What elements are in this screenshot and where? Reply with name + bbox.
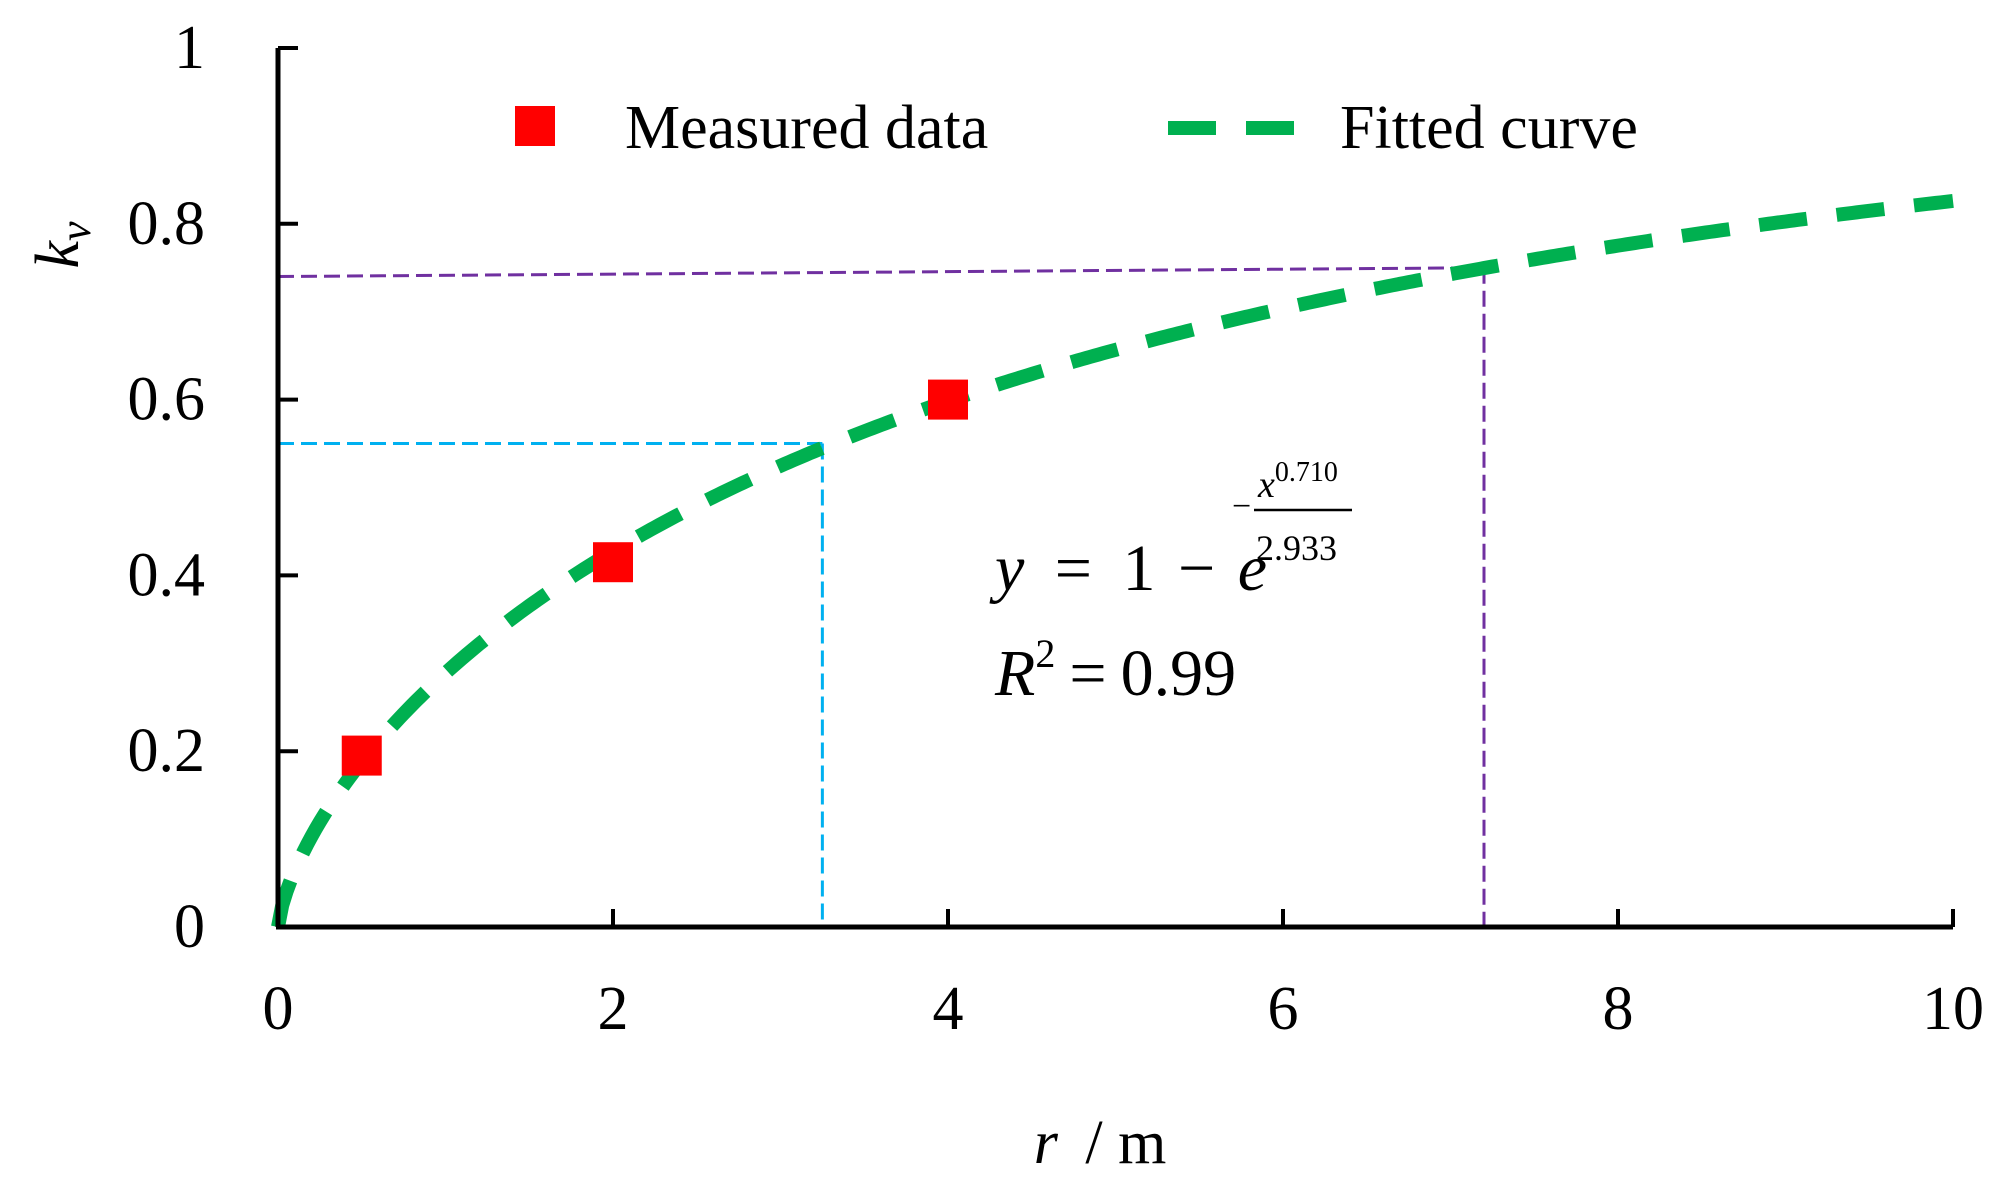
y-tick-label: 0.8 [128, 190, 206, 258]
x-tick-label: 8 [1603, 975, 1634, 1043]
x-tick-label: 4 [933, 975, 964, 1043]
fitted-curve [271, 194, 1954, 929]
x-tick-label: 6 [1268, 975, 1299, 1043]
eq-exp-denominator: 2.933 [1256, 528, 1337, 568]
y-tick-label: 0.6 [128, 366, 206, 434]
x-axis-var: r [1034, 1109, 1059, 1177]
eq-one: 1 [1123, 532, 1156, 605]
y-tick-label: 0 [174, 893, 205, 961]
eq-minus: − [1178, 532, 1215, 605]
y-tick-label: 0.2 [128, 717, 206, 785]
y-tick-label: 1 [174, 14, 205, 82]
measured-point [341, 735, 382, 776]
measured-point [593, 542, 633, 583]
legend: Measured data Fitted curve [515, 94, 1638, 162]
fitted-curve-layer [271, 194, 1954, 929]
reference-lines [277, 266, 1486, 927]
y-axis-sub: v [51, 221, 100, 241]
y-axis-title: kv [24, 221, 100, 269]
x-tick-label: 0 [263, 975, 294, 1043]
r2-var: R [994, 637, 1035, 710]
eq-e: e [1238, 532, 1267, 605]
eq-exp-pow: 0.710 [1275, 457, 1338, 488]
r2-equals: = [1069, 637, 1106, 710]
x-ticks: 0 2 4 6 8 10 [263, 909, 1984, 1043]
equation-main: y = 1 − e [989, 532, 1267, 605]
measured-points-layer [341, 379, 968, 776]
ref-purple-horizontal [277, 266, 1485, 279]
legend-marker-measured [515, 106, 555, 146]
y-axis-var: k [24, 240, 92, 269]
eq-exp-x: x [1257, 464, 1275, 506]
r2-pow: 2 [1035, 631, 1055, 676]
r2-value: 0.99 [1121, 637, 1237, 710]
x-axis-title: r / m [1034, 1109, 1167, 1177]
eq-equals: = [1055, 532, 1092, 605]
x-tick-label: 10 [1922, 975, 1984, 1043]
eq-exp-minus: − [1232, 488, 1251, 525]
y-ticks: 0 0.2 0.4 0.6 0.8 1 [128, 14, 298, 961]
eq-exp-numerator: x0.710 [1257, 457, 1338, 506]
y-tick-label: 0.4 [128, 541, 206, 609]
equation-annotation: y = 1 − e − x0.710 2.933 R2 = 0.99 [989, 457, 1352, 710]
axes [275, 48, 1953, 930]
legend-label-fitted: Fitted curve [1340, 94, 1638, 162]
x-axis-unit: / m [1085, 1109, 1166, 1177]
r-squared: R2 = 0.99 [994, 631, 1236, 710]
measured-point [928, 379, 968, 420]
legend-label-measured: Measured data [625, 94, 988, 162]
eq-y: y [989, 532, 1025, 605]
x-tick-label: 2 [598, 975, 629, 1043]
